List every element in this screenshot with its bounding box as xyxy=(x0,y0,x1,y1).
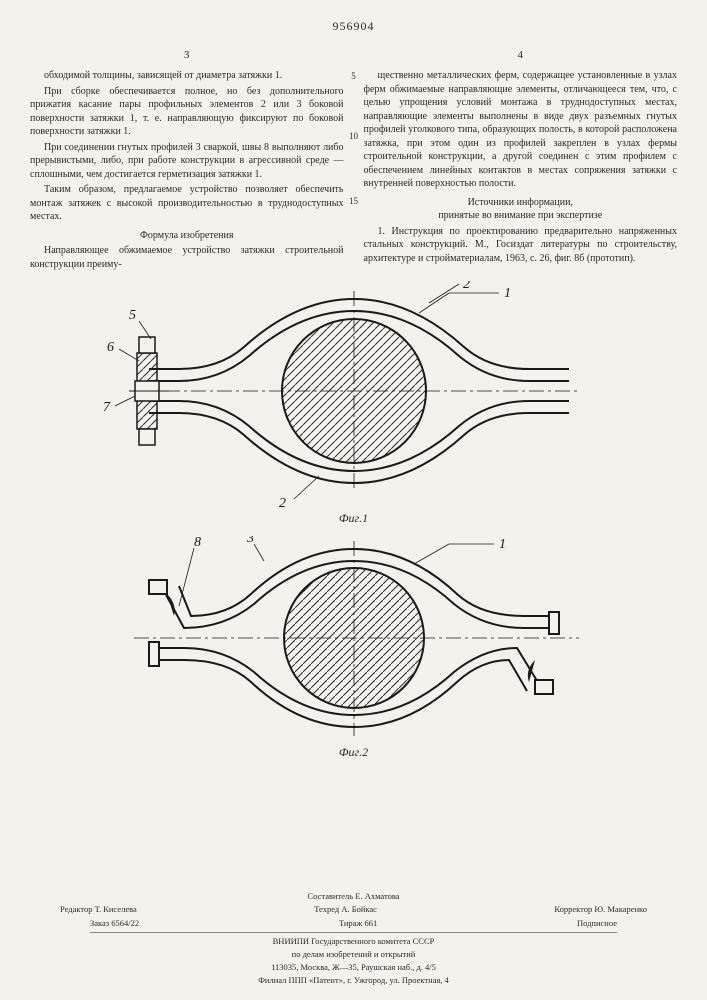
svg-text:1: 1 xyxy=(499,537,506,552)
para: При сборке обеспечивается полное, но без… xyxy=(30,85,344,139)
col-num-left: 3 xyxy=(30,48,344,63)
fig2-label: Фиг.2 xyxy=(30,744,677,760)
svg-text:2: 2 xyxy=(463,281,470,292)
svg-text:6: 6 xyxy=(107,340,114,355)
subscription: Подписное xyxy=(577,918,617,930)
svg-text:2: 2 xyxy=(279,496,286,511)
figures-area: 1 2 5 6 7 2 Фиг.1 xyxy=(30,281,677,741)
figure-2: 1 3 8 Фиг.2 xyxy=(30,536,677,761)
footer: Составитель Е. Ахматова Редактор Т. Кисе… xyxy=(30,891,677,988)
para: щественно металлических ферм, содержащее… xyxy=(364,69,678,191)
col-num-right: 4 xyxy=(364,48,678,63)
left-column: 3 обходимой толщины, зависящей от диамет… xyxy=(30,48,344,273)
line-number: 10 xyxy=(349,130,358,142)
order-num: Заказ 6564/22 xyxy=(90,918,139,930)
svg-text:8: 8 xyxy=(194,536,201,550)
fig1-label: Фиг.1 xyxy=(30,510,677,526)
tech-editor: Техред А. Бойкас xyxy=(314,904,377,916)
para: Направляющее обжимаемое устройство затяж… xyxy=(30,244,344,271)
line-number: 5 xyxy=(351,70,356,82)
figure-1: 1 2 5 6 7 2 Фиг.1 xyxy=(30,281,677,526)
org2: по делам изобретений и открытий xyxy=(30,949,677,961)
svg-text:3: 3 xyxy=(246,536,254,546)
para: Таким образом, предлагаемое устройство п… xyxy=(30,183,344,224)
svg-text:7: 7 xyxy=(103,400,111,415)
patent-number: 956904 xyxy=(30,18,677,34)
formula-title: Формула изобретения xyxy=(30,229,344,243)
para: При соединении гнутых профилей 3 сваркой… xyxy=(30,141,344,182)
addr2: Филиал ППП «Патент», г. Ужгород, ул. Про… xyxy=(30,975,677,987)
credits-line: Редактор Т. Киселева Техред А. Бойкас Ко… xyxy=(30,904,677,916)
line-number: 15 xyxy=(349,195,358,207)
editor: Редактор Т. Киселева xyxy=(60,904,137,916)
svg-text:1: 1 xyxy=(504,286,511,301)
pub-line: Заказ 6564/22 Тираж 661 Подписное xyxy=(30,918,677,930)
para: обходимой толщины, зависящей от диаметра… xyxy=(30,69,344,83)
para: 1. Инструкция по проектированию предвари… xyxy=(364,225,678,266)
sources-title: Источники информации, принятые во вниман… xyxy=(364,196,678,223)
print-run: Тираж 661 xyxy=(339,918,377,930)
org1: ВНИИПИ Государственного комитета СССР xyxy=(30,936,677,948)
right-column: 4 щественно металлических ферм, содержащ… xyxy=(364,48,678,273)
composer-line: Составитель Е. Ахматова xyxy=(30,891,677,903)
addr1: 113035, Москва, Ж—35, Раушская наб., д. … xyxy=(30,962,677,974)
svg-text:5: 5 xyxy=(129,308,136,323)
corrector: Корректор Ю. Макаренко xyxy=(554,904,647,916)
